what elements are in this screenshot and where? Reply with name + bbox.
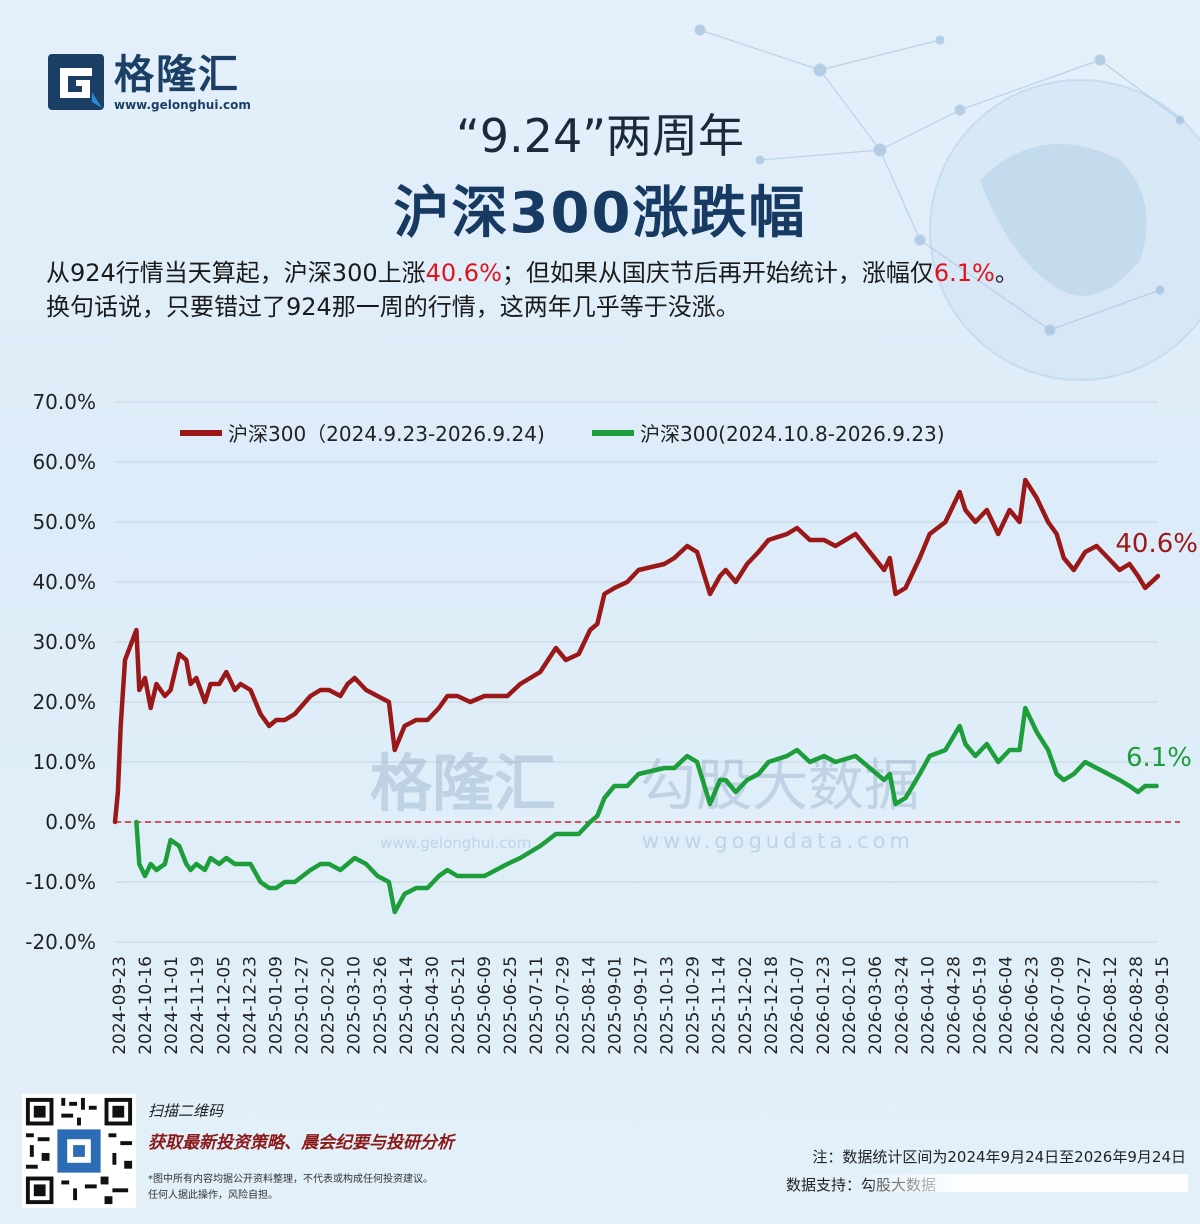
x-tick-label: 2025-01-27 [293,956,313,1055]
scan-label: 扫描二维码 [148,1102,224,1120]
x-tick-label: 2026-08-28 [1127,956,1147,1055]
disclaimer: *图中所有内容均据公开资料整理，不代表或构成任何投资建议。 任何人据此操作，风险… [148,1172,508,1204]
brand-name: 格隆汇 [114,52,240,98]
x-tick-label: 2025-10-29 [684,956,704,1055]
desc-highlight-1: 40.6% [425,259,502,287]
x-tick-label: 2025-09-01 [605,956,625,1055]
watermark-brand-url: www.gelonghui.com [380,834,531,852]
x-tick-label: 2026-06-23 [1023,956,1043,1055]
x-tick-label: 2026-06-04 [997,956,1017,1055]
x-tick-label: 2025-06-25 [501,956,521,1055]
x-tick-label: 2025-03-10 [345,956,365,1055]
x-tick-label: 2025-12-18 [762,956,782,1055]
y-tick-label: 10.0% [32,750,96,774]
description-line2: 换句话说，只要错过了924那一周的行情，这两年几乎等于没涨。 [46,293,740,321]
x-tick-label: 2024-10-16 [136,956,156,1055]
watermark-data: 勾股大数据 [640,754,920,819]
y-tick-label: 20.0% [32,690,96,714]
x-tick-label: 2025-04-30 [423,956,443,1055]
x-tick-label: 2025-10-13 [658,956,678,1055]
grid-lines [115,401,1158,943]
y-tick-label: 60.0% [32,450,96,474]
scan-description: 获取最新投资策略、晨会纪要与投研分析 [148,1133,454,1153]
x-tick-label: 2026-07-27 [1075,956,1095,1055]
x-tick-label: 2026-04-28 [944,956,964,1055]
description-line1: 从924行情当天算起，沪深300上涨40.6%；但如果从国庆节后再开始统计，涨幅… [46,256,1196,290]
line-chart: 格隆汇 www.gelonghui.com 勾股大数据 www.gogudata… [25,390,1198,1055]
x-tick-label: 2025-06-09 [475,956,495,1055]
disclaimer-line1: *图中所有内容均据公开资料整理，不代表或构成任何投资建议。 [148,1174,433,1185]
x-tick-label: 2025-11-14 [710,956,730,1055]
y-tick-label: 0.0% [45,810,96,834]
y-axis: 70.0% 60.0% 50.0% 40.0% 30.0% 20.0% 10.0% 0.0% -… [25,390,96,954]
y-tick-label: 30.0% [32,630,96,654]
x-tick-label: 2025-04-14 [397,956,417,1055]
x-tick-label: 2024-12-23 [240,956,260,1055]
x-tick-label: 2026-01-23 [814,956,834,1055]
x-axis: 2024-09-23 2024-10-16 2024-11-01 2024-11-19… [110,956,1173,1055]
x-tick-label: 2024-12-05 [214,956,234,1055]
page-title-line1: “9.24”两周年 [455,109,745,163]
x-tick-label: 2025-12-02 [736,956,756,1055]
x-tick-label: 2026-03-24 [892,956,912,1055]
legend: 沪深300（2024.9.23-2026.9.24) 沪深300(2024.10.… [180,422,945,446]
x-tick-label: 2026-07-09 [1049,956,1069,1055]
x-tick-label: 2024-09-23 [110,956,130,1055]
x-tick-label: 2026-01-07 [788,956,808,1055]
legend-label-2: 沪深300(2024.10.8-2026.9.23) [640,422,945,446]
y-tick-label: -10.0% [25,870,96,894]
watermark: 格隆汇 www.gelonghui.com 勾股大数据 www.gogudata… [370,747,920,853]
source-blur-mask [872,1174,1188,1192]
x-tick-label: 2026-04-10 [918,956,938,1055]
y-tick-label: -20.0% [25,930,96,954]
y-tick-label: 50.0% [32,510,96,534]
x-tick-label: 2026-05-19 [970,956,990,1055]
page-title-line2: 沪深300涨跌幅 [393,181,807,246]
x-tick-label: 2025-05-21 [449,956,469,1055]
x-tick-label: 2025-07-29 [553,956,573,1055]
x-tick-label: 2026-08-12 [1101,956,1121,1055]
brand-url: www.gelonghui.com [114,98,251,112]
end-labels: 40.6% 6.1% [1115,529,1198,773]
x-tick-label: 2025-01-09 [266,956,286,1055]
series-line-1 [112,477,1161,825]
series-line-2 [134,705,1159,915]
x-tick-label: 2024-11-01 [162,956,182,1055]
watermark-data-url: www.gogudata.com [642,829,914,853]
desc-text-2: ；但如果从国庆节后再开始统计，涨幅仅 [501,259,934,287]
legend-label-1: 沪深300（2024.9.23-2026.9.24) [228,422,545,446]
qr-code[interactable] [22,1094,136,1208]
brand-logo: 格隆汇 www.gelonghui.com [46,52,251,112]
x-tick-label: 2025-07-11 [527,956,547,1055]
disclaimer-line2: 任何人据此操作，风险自担。 [148,1190,278,1201]
end-label-2: 6.1% [1126,743,1192,773]
series-lines [112,477,1161,915]
x-tick-label: 2026-09-15 [1153,956,1173,1055]
x-tick-label: 2025-08-14 [579,956,599,1055]
desc-text-3: 。 [994,259,1019,287]
x-tick-label: 2025-09-17 [632,956,652,1055]
x-tick-label: 2024-11-19 [188,956,208,1055]
description: 从924行情当天算起，沪深300上涨40.6%；但如果从国庆节后再开始统计，涨幅… [46,256,1196,324]
y-tick-label: 40.0% [32,570,96,594]
x-tick-label: 2026-03-06 [866,956,886,1055]
y-tick-label: 70.0% [32,390,96,414]
desc-text-1: 从924行情当天算起，沪深300上涨 [46,259,426,287]
date-range-note: 注：数据统计区间为2024年9月24日至2026年9月24日 [812,1148,1186,1166]
watermark-brand: 格隆汇 [370,747,556,820]
x-tick-label: 2025-03-26 [371,956,391,1055]
x-tick-label: 2025-02-20 [319,956,339,1055]
desc-highlight-2: 6.1% [933,259,995,287]
x-tick-label: 2026-02-10 [840,956,860,1055]
end-label-1: 40.6% [1115,529,1198,559]
gelonghui-logo-icon [48,54,104,110]
